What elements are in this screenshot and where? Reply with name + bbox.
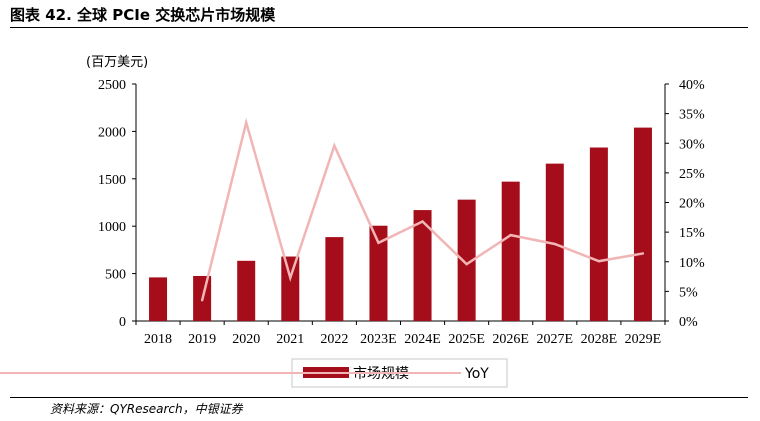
- x-tick-label-2027E: 2027E: [537, 332, 574, 347]
- x-tick-label-2019: 2019: [188, 332, 216, 347]
- legend: 市场规模 YoY: [0, 358, 508, 388]
- left-tick-label-1: 500: [105, 268, 126, 283]
- right-tick-label-3: 15%: [679, 226, 705, 241]
- x-tick-label-2023E: 2023E: [360, 332, 397, 347]
- yoy-point-2023E: [377, 241, 380, 244]
- top-rule: [10, 27, 748, 28]
- right-tick-label-6: 30%: [679, 137, 705, 152]
- left-tick-label-0: 0: [119, 315, 126, 330]
- bar-2021: [281, 256, 300, 321]
- left-tick-label-2: 1000: [98, 220, 126, 235]
- bar-2027E: [545, 163, 564, 321]
- yoy-point-2028E: [597, 259, 601, 263]
- right-tick-label-5: 25%: [679, 167, 705, 182]
- right-tick-label-1: 5%: [679, 285, 698, 300]
- x-tick-label-2021: 2021: [276, 332, 304, 347]
- right-tick-label-7: 35%: [679, 108, 705, 123]
- bar-2025E: [457, 199, 476, 321]
- right-tick-label-4: 20%: [679, 197, 705, 212]
- bar-2022: [325, 237, 344, 321]
- yoy-point-2022: [333, 144, 336, 147]
- tick-labels: 0 500 1000 1500 2000 2500 0% 5% 10% 15% 20% 25% 30% 3…: [98, 78, 705, 347]
- y-axis-unit-label: (百万美元): [86, 55, 148, 70]
- yoy-point-2021: [289, 276, 292, 279]
- yoy-point-2027E: [553, 242, 556, 246]
- bar-series: [149, 127, 652, 321]
- x-tick-label-2018: 2018: [144, 332, 172, 347]
- bar-2020: [237, 260, 256, 321]
- chart: (百万美元) 0 500 1000 1500 2000 2500 0% 5% 10% 15% 20%…: [0, 55, 705, 388]
- bar-2018: [149, 277, 168, 321]
- bar-2023E: [369, 225, 388, 321]
- x-tick-label-2025E: 2025E: [448, 332, 485, 347]
- bar-2026E: [501, 181, 520, 321]
- axes: [132, 83, 669, 325]
- yoy-point-2025E: [465, 262, 468, 266]
- yoy-point-2026E: [509, 233, 512, 237]
- left-tick-label-4: 2000: [98, 125, 126, 140]
- right-tick-label-0: 0%: [679, 315, 698, 330]
- yoy-point-2020: [245, 121, 248, 124]
- bottom-rule: [10, 397, 748, 398]
- left-tick-label-3: 1500: [98, 173, 126, 188]
- x-tick-label-2022: 2022: [320, 332, 348, 347]
- x-tick-label-2024E: 2024E: [404, 332, 441, 347]
- left-tick-label-5: 2500: [98, 78, 126, 93]
- yoy-point-2024E: [421, 220, 424, 223]
- figure-title: 图表 42. 全球 PCIe 交换芯片市场规模: [10, 6, 276, 24]
- bar-2024E: [413, 210, 432, 321]
- yoy-point-2029E: [641, 252, 645, 255]
- bar-2029E: [633, 127, 652, 321]
- x-tick-label-2028E: 2028E: [581, 332, 618, 347]
- right-tick-label-8: 40%: [679, 78, 705, 93]
- right-tick-label-2: 10%: [679, 256, 705, 271]
- line-series: [200, 117, 645, 302]
- legend-label-yoy: YoY: [464, 366, 489, 382]
- x-tick-label-2026E: 2026E: [492, 332, 529, 347]
- x-tick-label-2029E: 2029E: [625, 332, 662, 347]
- yoy-point-2019: [200, 299, 204, 302]
- source-note: 资料来源：QYResearch，中银证券: [50, 402, 243, 416]
- bar-2028E: [589, 147, 608, 321]
- x-tick-label-2020: 2020: [232, 332, 260, 347]
